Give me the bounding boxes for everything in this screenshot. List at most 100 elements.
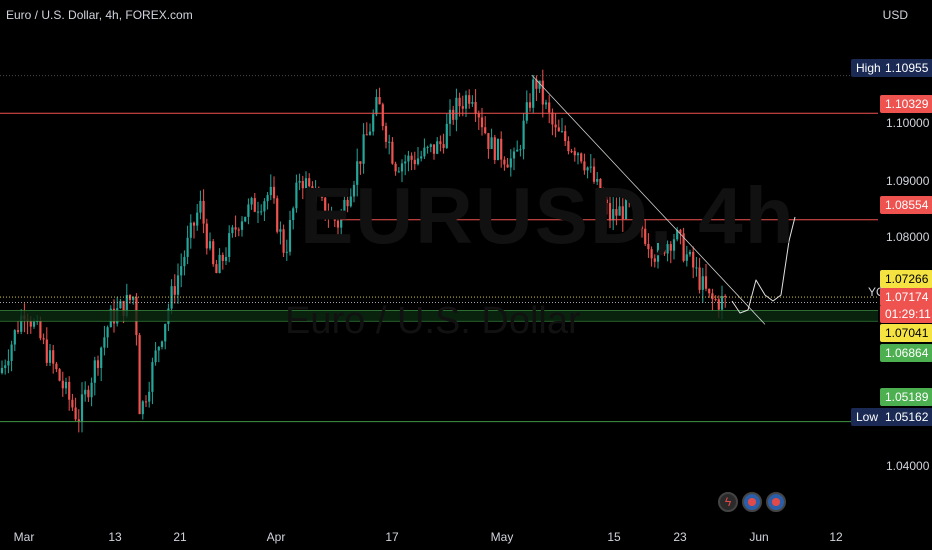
candle-body: [589, 166, 592, 168]
candle-body: [455, 97, 458, 120]
candle-body: [148, 391, 151, 402]
candle-body: [468, 95, 471, 104]
candle-body: [384, 126, 388, 142]
candle-body: [653, 258, 656, 262]
candle-body: [138, 335, 141, 415]
candle-body: [100, 347, 103, 368]
candle-body: [573, 151, 576, 156]
candle-body: [317, 192, 320, 195]
candle-body: [496, 138, 500, 161]
candle-body: [352, 184, 356, 197]
candle-body: [650, 249, 653, 259]
candle-body: [74, 407, 77, 420]
candle-body: [490, 137, 493, 149]
candle-body: [279, 229, 282, 232]
y-tick: 1.04000: [886, 459, 930, 473]
candle-body: [45, 339, 48, 363]
green-level-tag-2: 1.05189: [880, 388, 932, 406]
candle-body: [144, 401, 148, 403]
candle-body: [535, 79, 538, 89]
candle-body: [20, 315, 23, 332]
candle-body: [512, 151, 516, 159]
x-tick: Jun: [749, 530, 769, 544]
candle-body: [196, 212, 199, 226]
candle-body: [669, 244, 672, 251]
candle-body: [132, 297, 135, 300]
candle-body: [634, 199, 637, 209]
green-level-tag-1: 1.06864: [880, 344, 932, 362]
candle-body: [452, 109, 455, 120]
candle-body: [471, 102, 474, 104]
candle-body: [711, 293, 714, 300]
candle-body: [410, 155, 413, 160]
candle-body: [596, 179, 599, 182]
candle-body: [484, 127, 487, 134]
candle-body: [429, 144, 432, 147]
candle-body: [119, 301, 122, 309]
candle-body: [461, 106, 464, 109]
candle-body: [551, 112, 554, 125]
candle-body: [301, 181, 304, 189]
y-tick: 1.09000: [886, 174, 930, 188]
candle-body: [682, 233, 685, 261]
candle-body: [439, 141, 442, 145]
candle-body: [605, 199, 608, 204]
candle-body: [637, 208, 640, 214]
currency-label: USD: [882, 8, 908, 22]
candle-body: [506, 164, 509, 168]
candle-body: [295, 182, 298, 209]
candle-body: [263, 201, 266, 212]
candle-body: [666, 244, 669, 254]
candle-body: [212, 241, 215, 265]
candle-body: [362, 134, 365, 164]
candle-body: [189, 222, 192, 238]
candle-body: [631, 198, 634, 200]
candle-body: [445, 123, 448, 148]
candle-body: [624, 195, 628, 220]
candle-body: [615, 209, 618, 216]
candle-body: [224, 257, 228, 261]
candle-body: [647, 243, 650, 250]
watermark-name: Euro / U.S. Dollar: [285, 300, 581, 342]
y-tick: 1.10000: [886, 116, 930, 130]
candle-body: [87, 389, 90, 398]
candle-body: [84, 389, 87, 395]
candle-body: [618, 206, 621, 216]
candle-body: [487, 133, 490, 149]
candle-body: [391, 141, 394, 164]
candle-body: [218, 254, 221, 273]
candle-body: [586, 167, 589, 171]
candle-body: [397, 171, 400, 173]
candle-body: [519, 149, 522, 151]
candle-body: [308, 178, 311, 187]
candle-body: [52, 350, 55, 364]
candle-body: [509, 158, 512, 168]
candle-body: [183, 256, 186, 267]
candle-body: [423, 147, 426, 157]
candle-body: [298, 181, 301, 183]
us-flag-icon[interactable]: [766, 492, 786, 512]
candle-body: [7, 360, 10, 366]
candle-body: [244, 216, 247, 222]
low-label: Low: [851, 408, 884, 426]
candle-body: [583, 161, 586, 171]
candle-body: [96, 360, 100, 368]
candle-body: [701, 276, 704, 290]
candle-body: [432, 144, 436, 154]
candle-body: [375, 97, 378, 115]
us-flag-icon[interactable]: [742, 492, 762, 512]
candle-body: [186, 237, 189, 257]
candle-body: [448, 109, 452, 124]
candle-body: [58, 369, 61, 381]
candle-body: [221, 254, 224, 261]
lightning-icon[interactable]: ϟ: [718, 492, 738, 512]
candle-body: [570, 151, 573, 153]
candle-body: [228, 233, 231, 258]
candle-body: [500, 138, 503, 160]
candle-timer: 01:29:11: [880, 305, 932, 323]
candle-body: [436, 141, 439, 154]
candle-body: [42, 338, 45, 340]
candle-body: [544, 102, 548, 105]
candle-body: [480, 117, 484, 128]
